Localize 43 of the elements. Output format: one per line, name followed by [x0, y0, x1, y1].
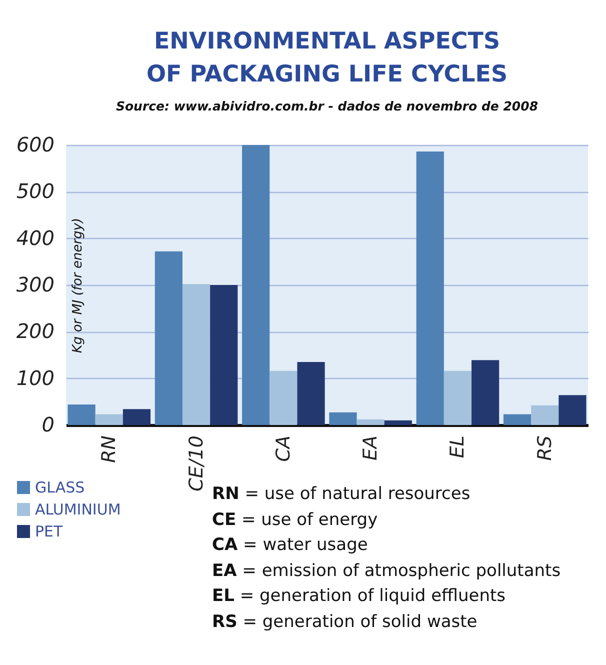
- y-tick-label: 600: [16, 132, 54, 156]
- y-tick-label: 200: [16, 319, 54, 344]
- bar: [182, 284, 210, 425]
- x-tick-label: EA: [360, 436, 382, 461]
- legend-label: PET: [35, 522, 64, 540]
- y-tick-label: 0: [42, 412, 54, 436]
- text: EL = generation of liquid effluents: [212, 585, 507, 608]
- bar: [472, 360, 500, 425]
- bar: [154, 251, 182, 425]
- bar: [297, 362, 325, 425]
- text: CE = use of energy: [212, 508, 379, 532]
- x-tick-label: CA: [272, 436, 294, 462]
- bar: [356, 419, 384, 425]
- x-tick-label: EL: [446, 436, 469, 458]
- text: CA = water usage: [212, 534, 369, 557]
- source-note: Source: www.abividro.com.br - dados de novembro de 2008: [116, 98, 538, 114]
- bar: [384, 420, 412, 425]
- text: EA = emission of atmospheric pollutants: [212, 560, 561, 582]
- bar: [122, 409, 151, 425]
- legend-label: ALUMINIUM: [35, 500, 121, 518]
- y-tick-label: 300: [16, 272, 54, 296]
- text: RN = use of natural resources: [212, 483, 472, 506]
- y-tick-label: 500: [16, 179, 54, 204]
- text: RS = generation of solid waste: [212, 610, 478, 634]
- bar: [68, 404, 96, 425]
- bar: [242, 145, 270, 425]
- bar: [444, 370, 472, 425]
- bar: [95, 414, 123, 425]
- x-tick-label: CE/10: [185, 436, 208, 492]
- bar: [416, 152, 444, 425]
- bar: [270, 370, 298, 425]
- bar: [329, 412, 357, 425]
- bar: [503, 414, 532, 425]
- y-axis-title: Kg or MJ (for energy): [70, 218, 86, 354]
- legend-label: GLASS: [35, 478, 85, 496]
- x-tick-label: RN: [98, 436, 120, 463]
- bar: [531, 405, 559, 425]
- y-tick-label: 100: [16, 366, 54, 390]
- bar: [210, 285, 238, 425]
- chart-title: ENVIRONMENTAL ASPECTS OF PACKAGING LIFE CYCLES: [146, 28, 508, 88]
- y-tick-label: 400: [16, 226, 54, 250]
- bar: [558, 395, 586, 425]
- x-tick-label: RS: [534, 436, 556, 461]
